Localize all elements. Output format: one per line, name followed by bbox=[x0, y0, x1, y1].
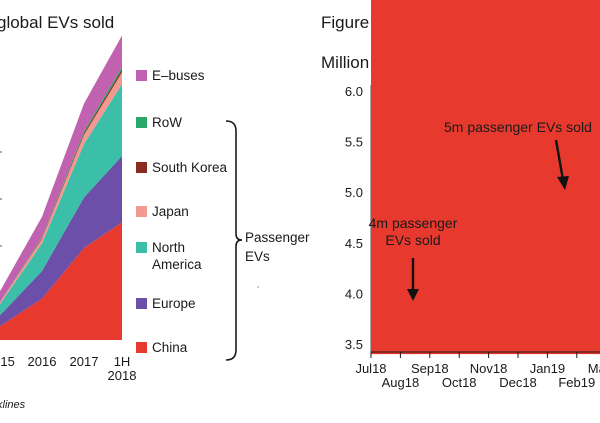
right-x-tick-6: Jan19 bbox=[530, 361, 565, 376]
right-area-china bbox=[371, 0, 600, 355]
stray-dot bbox=[257, 286, 259, 288]
left-x-tick-1-0: 2016 bbox=[28, 354, 57, 369]
legend-swatch-5 bbox=[136, 298, 147, 309]
right-x-tick-0: Jul18 bbox=[355, 361, 386, 376]
right-x-tick-1: Aug18 bbox=[382, 375, 420, 390]
annotation-5m-arrowhead bbox=[557, 176, 569, 190]
legend-swatch-6 bbox=[136, 342, 147, 353]
right-y-tick-0: 3.5 bbox=[345, 337, 363, 352]
right-x-tick-4: Nov18 bbox=[470, 361, 508, 376]
right-y-tick-2: 4.5 bbox=[345, 236, 363, 251]
legend-swatch-3 bbox=[136, 206, 147, 217]
left-area-north-america bbox=[0, 84, 122, 316]
left-area-japan bbox=[0, 72, 122, 305]
legend-label-2: South Korea bbox=[152, 160, 228, 175]
right-y-tick-5: 6.0 bbox=[345, 84, 363, 99]
annotation-5m: 5m passenger EVs sold bbox=[444, 119, 592, 135]
right-y-tick-1: 4.0 bbox=[345, 286, 363, 301]
annotation-4m-0: 4m passenger bbox=[369, 215, 458, 231]
legend-swatch-0 bbox=[136, 70, 147, 81]
right-x-tick-5: Dec18 bbox=[499, 375, 537, 390]
legend-label-3: Japan bbox=[152, 204, 189, 219]
left-area-china bbox=[0, 222, 122, 340]
legend-label-4-1: America bbox=[152, 257, 202, 272]
annotation-4m-arrowhead bbox=[407, 289, 419, 301]
annotation-5m-arrow bbox=[554, 139, 565, 181]
legend-swatch-1 bbox=[136, 117, 147, 128]
left-area-e-buses bbox=[0, 35, 122, 303]
left-area-europe bbox=[0, 156, 122, 327]
right-x-tick-7: Feb19 bbox=[558, 375, 595, 390]
legend-label-1: RoW bbox=[152, 115, 182, 130]
left-chart-title: global EVs sold bbox=[0, 13, 114, 32]
legend-swatch-4 bbox=[136, 242, 147, 253]
bracket-label-0: Passenger bbox=[245, 230, 310, 245]
left-x-tick-0-0: 015 bbox=[0, 354, 15, 369]
left-source-note: klines bbox=[0, 399, 26, 411]
right-y-tick-4: 5.5 bbox=[345, 135, 363, 150]
right-y-tick-3: 5.0 bbox=[345, 185, 363, 200]
left-x-tick-3-1: 2018 bbox=[108, 368, 137, 383]
legend-label-6: China bbox=[152, 340, 188, 355]
left-x-tick-2-0: 2017 bbox=[70, 354, 99, 369]
passenger-bracket bbox=[225, 120, 243, 361]
legend-label-4-0: North bbox=[152, 240, 185, 255]
legend-label-0: E–buses bbox=[152, 68, 205, 83]
legend-swatch-2 bbox=[136, 162, 147, 173]
right-x-tick-2: Sep18 bbox=[411, 361, 449, 376]
left-x-tick-3-0: 1H bbox=[114, 354, 131, 369]
right-x-tick-8: Mar19 bbox=[588, 361, 600, 376]
legend-label-5: Europe bbox=[152, 296, 196, 311]
annotation-4m-1: EVs sold bbox=[385, 232, 440, 248]
bracket-label-1: EVs bbox=[245, 249, 270, 264]
right-x-tick-3: Oct18 bbox=[442, 375, 477, 390]
